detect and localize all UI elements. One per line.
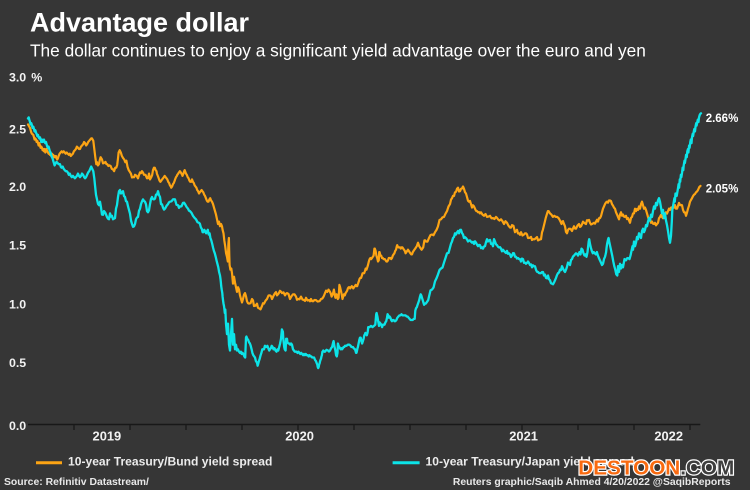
svg-text:0.0: 0.0 (9, 419, 26, 433)
svg-text:10-year Treasury/Japan yield s: 10-year Treasury/Japan yield spread (426, 455, 634, 469)
svg-text:2022: 2022 (654, 429, 683, 444)
svg-text:DESTOON.COM: DESTOON.COM (578, 457, 734, 480)
svg-text:1.5: 1.5 (9, 239, 26, 253)
svg-text:2021: 2021 (509, 429, 538, 444)
svg-text:2020: 2020 (285, 429, 314, 444)
svg-text:%: % (31, 70, 42, 84)
svg-text:2.05%: 2.05% (706, 183, 739, 195)
svg-text:2.5: 2.5 (9, 123, 26, 137)
svg-text:3.0: 3.0 (9, 70, 26, 84)
svg-text:Source: Refinitiv Datastream/: Source: Refinitiv Datastream/ (4, 477, 149, 488)
svg-text:Advantage dollar: Advantage dollar (30, 8, 250, 38)
svg-text:Reuters graphic/Saqib Ahmed 4/: Reuters graphic/Saqib Ahmed 4/20/2022 @S… (453, 477, 731, 488)
svg-text:2.66%: 2.66% (706, 113, 739, 125)
svg-text:0.5: 0.5 (9, 356, 26, 370)
svg-text:2019: 2019 (93, 429, 122, 444)
svg-text:The dollar continues to enjoy: The dollar continues to enjoy a signific… (30, 41, 646, 61)
svg-text:1.0: 1.0 (9, 297, 26, 311)
svg-text:2.0: 2.0 (9, 180, 26, 194)
svg-text:10-year Treasury/Bund yield sp: 10-year Treasury/Bund yield spread (68, 455, 272, 469)
